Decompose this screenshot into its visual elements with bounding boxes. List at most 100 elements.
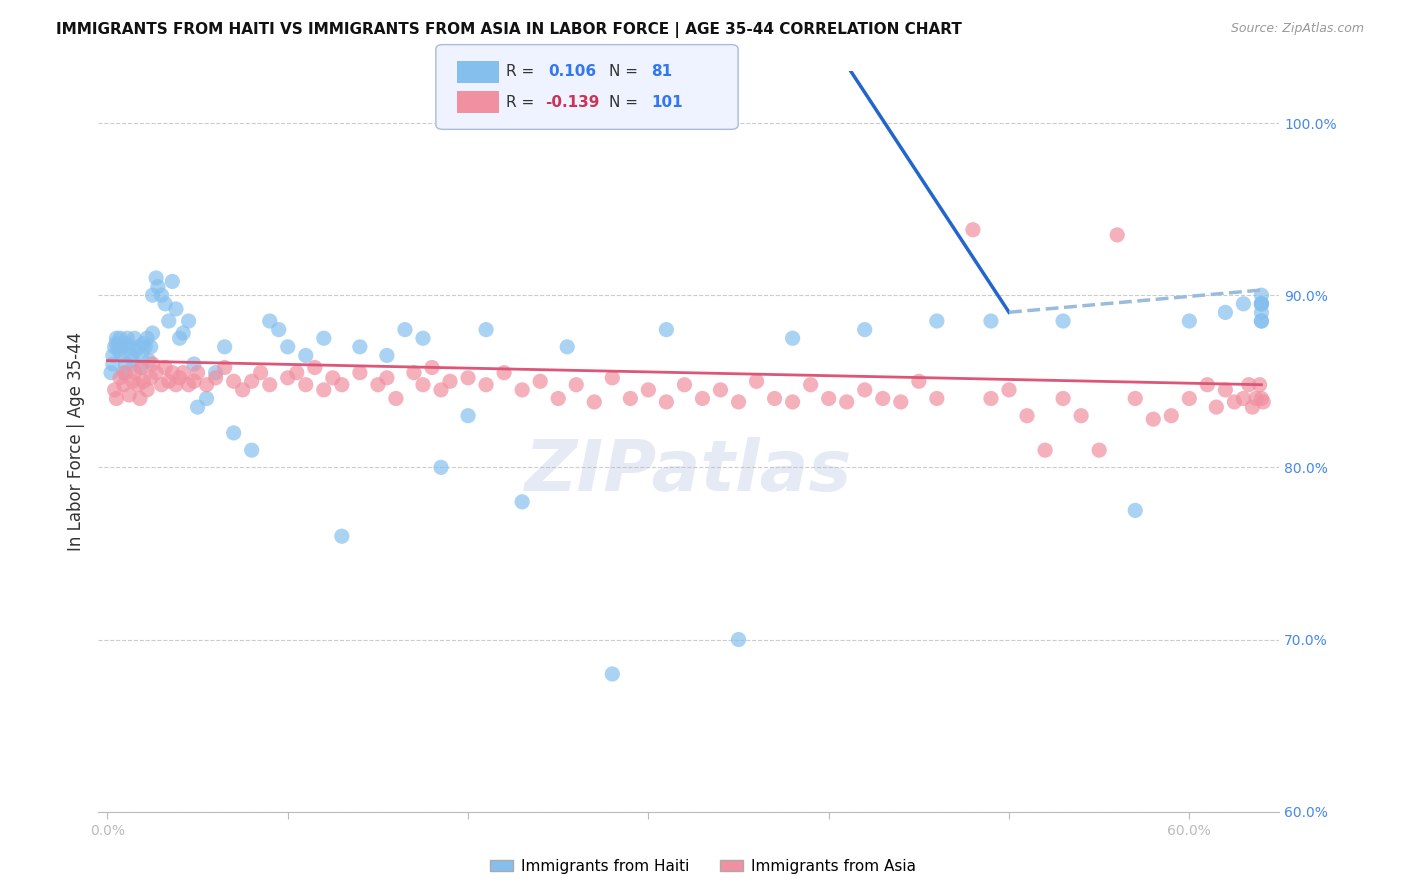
Point (1215, 383, 1237, 397)
Point (124, 331, 146, 345)
Point (249, 366, 271, 380)
Point (908, 374, 931, 388)
Point (349, 340, 371, 354)
Point (1250, 314, 1272, 328)
Point (114, 366, 136, 380)
Point (153, 297, 176, 311)
Point (394, 323, 416, 337)
Point (439, 374, 461, 388)
Point (146, 279, 169, 293)
Point (385, 392, 408, 406)
Point (494, 366, 516, 380)
Legend: Immigrants from Haiti, Immigrants from Asia: Immigrants from Haiti, Immigrants from A… (485, 853, 921, 880)
Text: 0.106: 0.106 (548, 64, 596, 78)
Point (132, 374, 155, 388)
Point (1178, 314, 1201, 328)
Point (131, 360, 153, 375)
Point (1160, 409, 1182, 423)
Point (177, 314, 200, 328)
Point (101, 357, 124, 371)
Point (153, 360, 176, 375)
Point (420, 360, 443, 375)
Point (150, 377, 173, 392)
Point (117, 331, 139, 345)
Point (267, 323, 290, 337)
Point (285, 366, 308, 380)
Point (165, 377, 187, 392)
Point (1123, 392, 1146, 406)
Point (375, 371, 398, 385)
Point (800, 377, 823, 392)
Point (998, 383, 1021, 397)
Point (1250, 305, 1272, 319)
Text: N =: N = (609, 95, 643, 110)
Point (100, 366, 122, 380)
Point (745, 374, 768, 388)
Point (853, 323, 876, 337)
Point (195, 377, 218, 392)
Point (529, 374, 551, 388)
Point (402, 366, 425, 380)
Point (980, 314, 1002, 328)
Text: 81: 81 (651, 64, 672, 78)
Point (169, 371, 191, 385)
Text: -0.139: -0.139 (546, 95, 600, 110)
Point (1232, 392, 1254, 406)
Point (835, 395, 858, 409)
Point (1197, 377, 1219, 392)
Point (890, 395, 912, 409)
Point (583, 395, 606, 409)
Point (104, 340, 127, 354)
Point (121, 374, 143, 388)
Point (105, 331, 128, 345)
Point (259, 377, 281, 392)
Text: Source: ZipAtlas.com: Source: ZipAtlas.com (1230, 22, 1364, 36)
Point (162, 274, 184, 288)
Point (1070, 409, 1092, 423)
Point (240, 374, 263, 388)
Point (108, 331, 131, 345)
Point (565, 377, 588, 392)
Point (111, 340, 134, 354)
Point (112, 377, 135, 392)
Point (214, 340, 236, 354)
Point (600, 667, 623, 681)
Point (187, 400, 209, 414)
Point (128, 392, 150, 406)
Point (510, 495, 533, 509)
Point (136, 331, 159, 345)
Point (1052, 392, 1074, 406)
Point (1052, 314, 1074, 328)
Point (312, 331, 335, 345)
Point (1142, 412, 1164, 426)
Point (105, 392, 128, 406)
Point (475, 377, 498, 392)
Point (322, 371, 344, 385)
Point (107, 340, 129, 354)
Point (1123, 503, 1146, 517)
Point (1251, 395, 1274, 409)
Point (330, 377, 353, 392)
Point (150, 288, 173, 302)
Point (107, 343, 129, 358)
Point (655, 395, 678, 409)
Point (214, 360, 236, 375)
Point (232, 383, 254, 397)
Point (177, 377, 200, 392)
Point (294, 348, 316, 362)
Point (127, 377, 149, 392)
Point (727, 395, 749, 409)
Point (183, 374, 205, 388)
Point (1015, 409, 1038, 423)
Point (134, 340, 156, 354)
Point (195, 392, 218, 406)
Point (127, 340, 149, 354)
Point (600, 371, 623, 385)
Point (430, 383, 453, 397)
Point (763, 392, 786, 406)
Point (132, 336, 155, 351)
Point (131, 348, 153, 362)
Point (118, 388, 141, 402)
Point (727, 632, 749, 647)
Point (1250, 297, 1272, 311)
